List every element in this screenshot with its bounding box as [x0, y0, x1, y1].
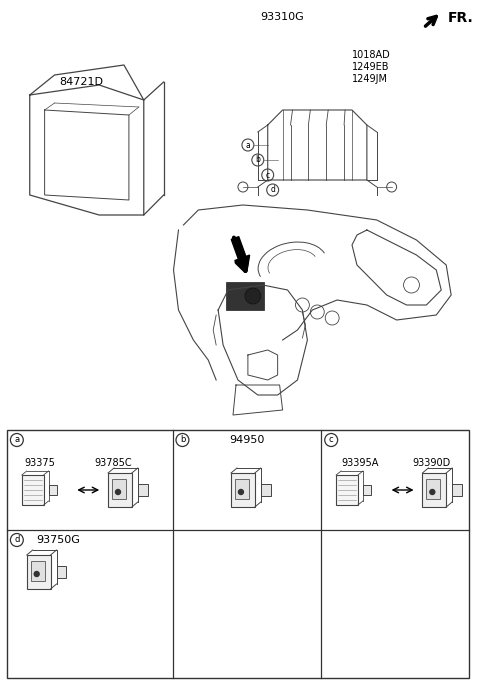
FancyBboxPatch shape	[452, 484, 462, 496]
Circle shape	[430, 490, 435, 494]
Text: 1249EB: 1249EB	[352, 62, 389, 72]
Text: 1018AD: 1018AD	[352, 50, 391, 60]
Text: 94950: 94950	[229, 435, 264, 445]
FancyBboxPatch shape	[57, 566, 66, 578]
FancyBboxPatch shape	[235, 479, 249, 499]
FancyBboxPatch shape	[138, 484, 148, 496]
Text: 93395A: 93395A	[341, 458, 378, 468]
FancyBboxPatch shape	[226, 282, 264, 310]
Text: a: a	[14, 436, 19, 445]
Text: 93785C: 93785C	[94, 458, 132, 468]
Text: 84721D: 84721D	[60, 77, 103, 87]
FancyBboxPatch shape	[363, 485, 371, 495]
Text: 93390D: 93390D	[412, 458, 451, 468]
FancyBboxPatch shape	[426, 479, 440, 499]
Text: a: a	[245, 140, 250, 150]
Text: c: c	[329, 436, 334, 445]
FancyBboxPatch shape	[261, 484, 271, 496]
Text: 93310G: 93310G	[261, 12, 304, 22]
FancyBboxPatch shape	[422, 473, 446, 507]
Circle shape	[239, 490, 243, 494]
Circle shape	[34, 571, 39, 577]
Text: 93375: 93375	[25, 458, 56, 468]
FancyBboxPatch shape	[336, 475, 358, 505]
Text: d: d	[14, 535, 20, 545]
Text: c: c	[265, 170, 270, 180]
Circle shape	[116, 490, 120, 494]
FancyBboxPatch shape	[27, 555, 50, 589]
Text: FR.: FR.	[448, 11, 474, 25]
Text: b: b	[180, 436, 185, 445]
Text: b: b	[255, 155, 260, 165]
FancyBboxPatch shape	[31, 561, 45, 581]
FancyBboxPatch shape	[108, 473, 132, 507]
FancyBboxPatch shape	[7, 430, 469, 678]
Text: 93750G: 93750G	[36, 535, 81, 545]
Text: 1249JM: 1249JM	[352, 74, 388, 84]
FancyBboxPatch shape	[22, 475, 44, 505]
Text: d: d	[270, 185, 275, 195]
FancyBboxPatch shape	[48, 485, 57, 495]
FancyBboxPatch shape	[112, 479, 126, 499]
FancyBboxPatch shape	[231, 473, 255, 507]
FancyArrow shape	[231, 236, 250, 271]
Circle shape	[245, 288, 261, 304]
